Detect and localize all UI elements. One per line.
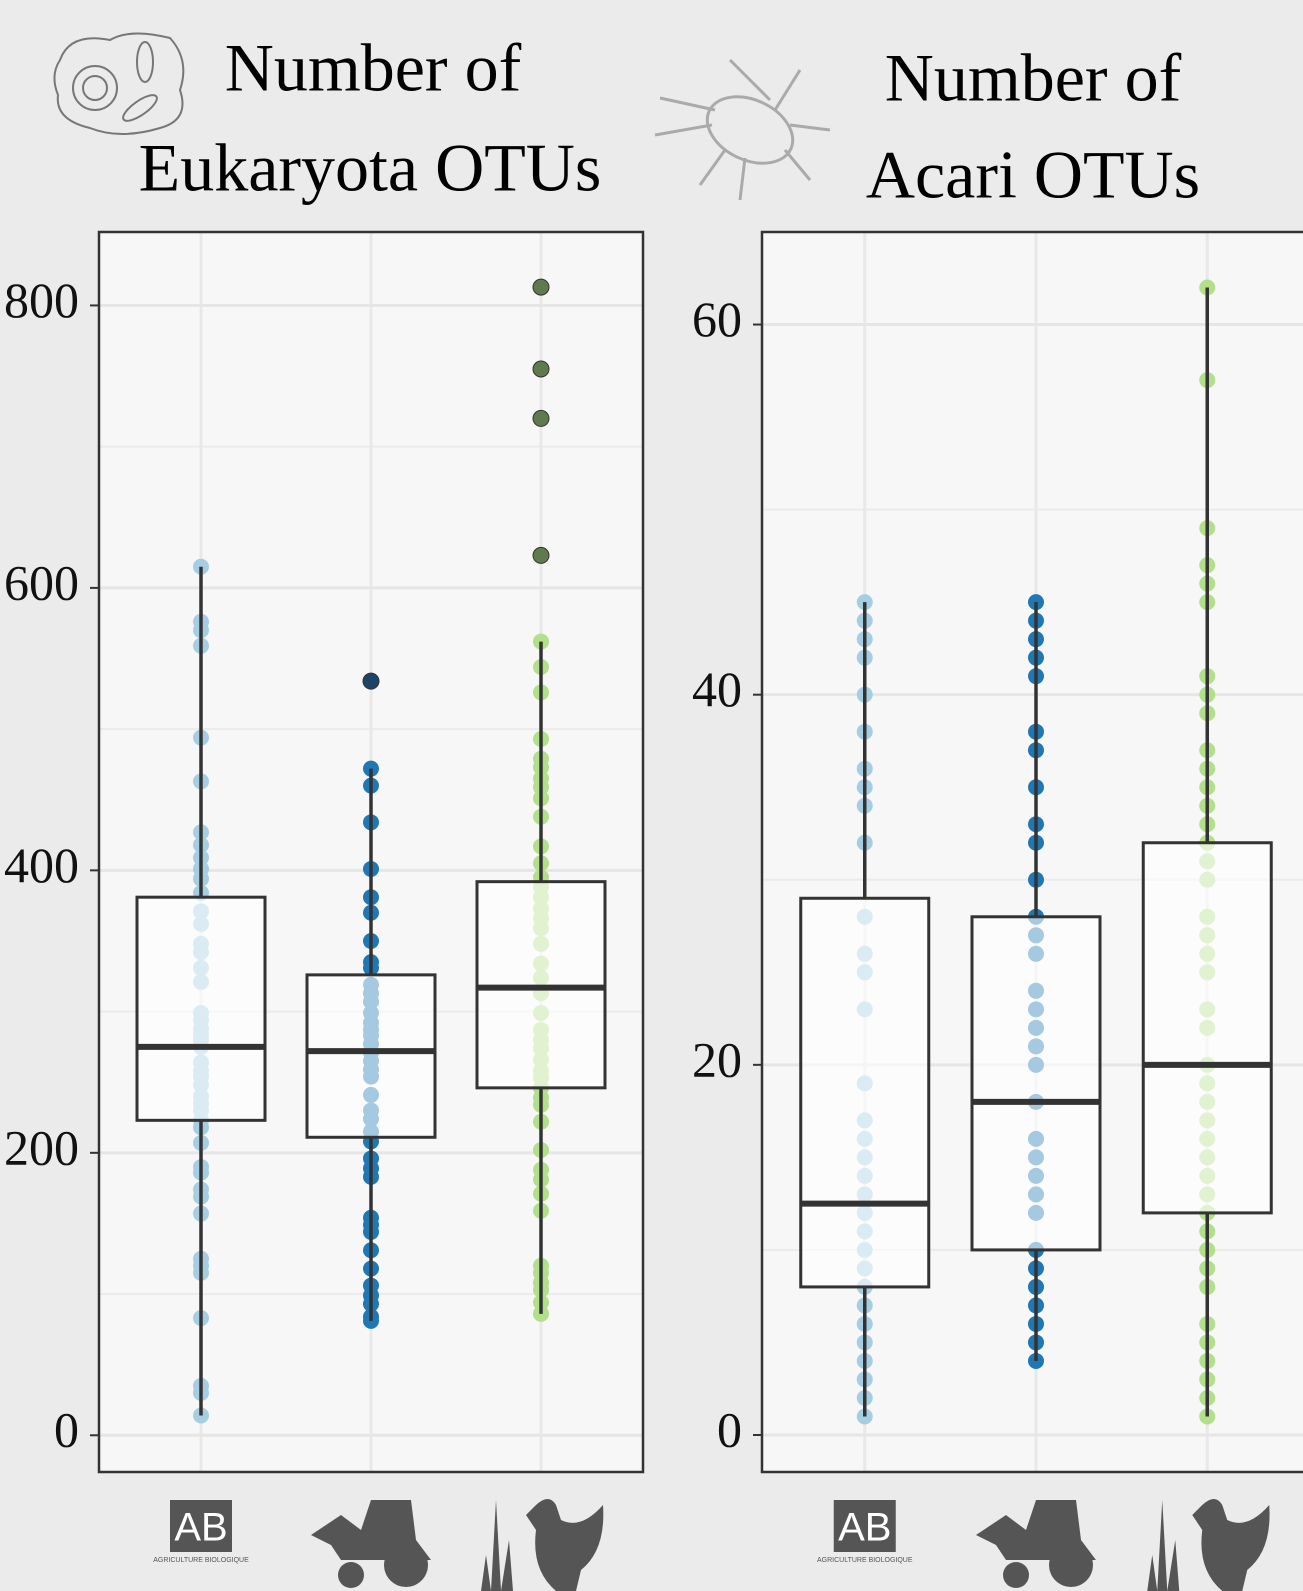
outlier (533, 361, 549, 377)
box (137, 897, 265, 1120)
x-tick-label: AB (174, 1506, 227, 1550)
box (801, 898, 929, 1287)
page: Number ofEukaryota OTUs0200400600800ABAG… (0, 0, 1303, 1591)
y-tick-label: 800 (4, 272, 79, 328)
panel-title: Number of (885, 40, 1182, 116)
y-tick-label: 600 (4, 554, 79, 610)
y-tick-label: 0 (717, 1401, 742, 1457)
tractor-wheel (1003, 1562, 1029, 1588)
panel-title: Acari OTUs (866, 137, 1200, 213)
panel-title: Eukaryota OTUs (139, 130, 602, 206)
outlier (533, 279, 549, 295)
y-tick-label: 20 (692, 1031, 742, 1087)
box (1143, 843, 1271, 1213)
box (307, 975, 435, 1137)
outlier (363, 673, 379, 689)
outlier (533, 547, 549, 563)
y-tick-label: 40 (692, 661, 742, 717)
y-tick-label: 400 (4, 837, 79, 893)
panel-title: Number of (225, 30, 522, 106)
tractor-wheel (1049, 1543, 1093, 1587)
x-tick-label: AB (838, 1506, 891, 1550)
tractor-wheel (338, 1562, 364, 1588)
y-tick-label: 60 (692, 291, 742, 347)
logo-caption: AGRICULTURE BIOLOGIQUE (817, 1557, 913, 1564)
box (972, 917, 1100, 1250)
tractor-wheel (384, 1543, 428, 1587)
chart: Number ofEukaryota OTUs0200400600800ABAG… (0, 0, 1303, 1591)
y-tick-label: 200 (4, 1119, 79, 1175)
logo-caption: AGRICULTURE BIOLOGIQUE (153, 1557, 249, 1564)
outlier (533, 410, 549, 426)
y-tick-label: 0 (54, 1402, 79, 1458)
